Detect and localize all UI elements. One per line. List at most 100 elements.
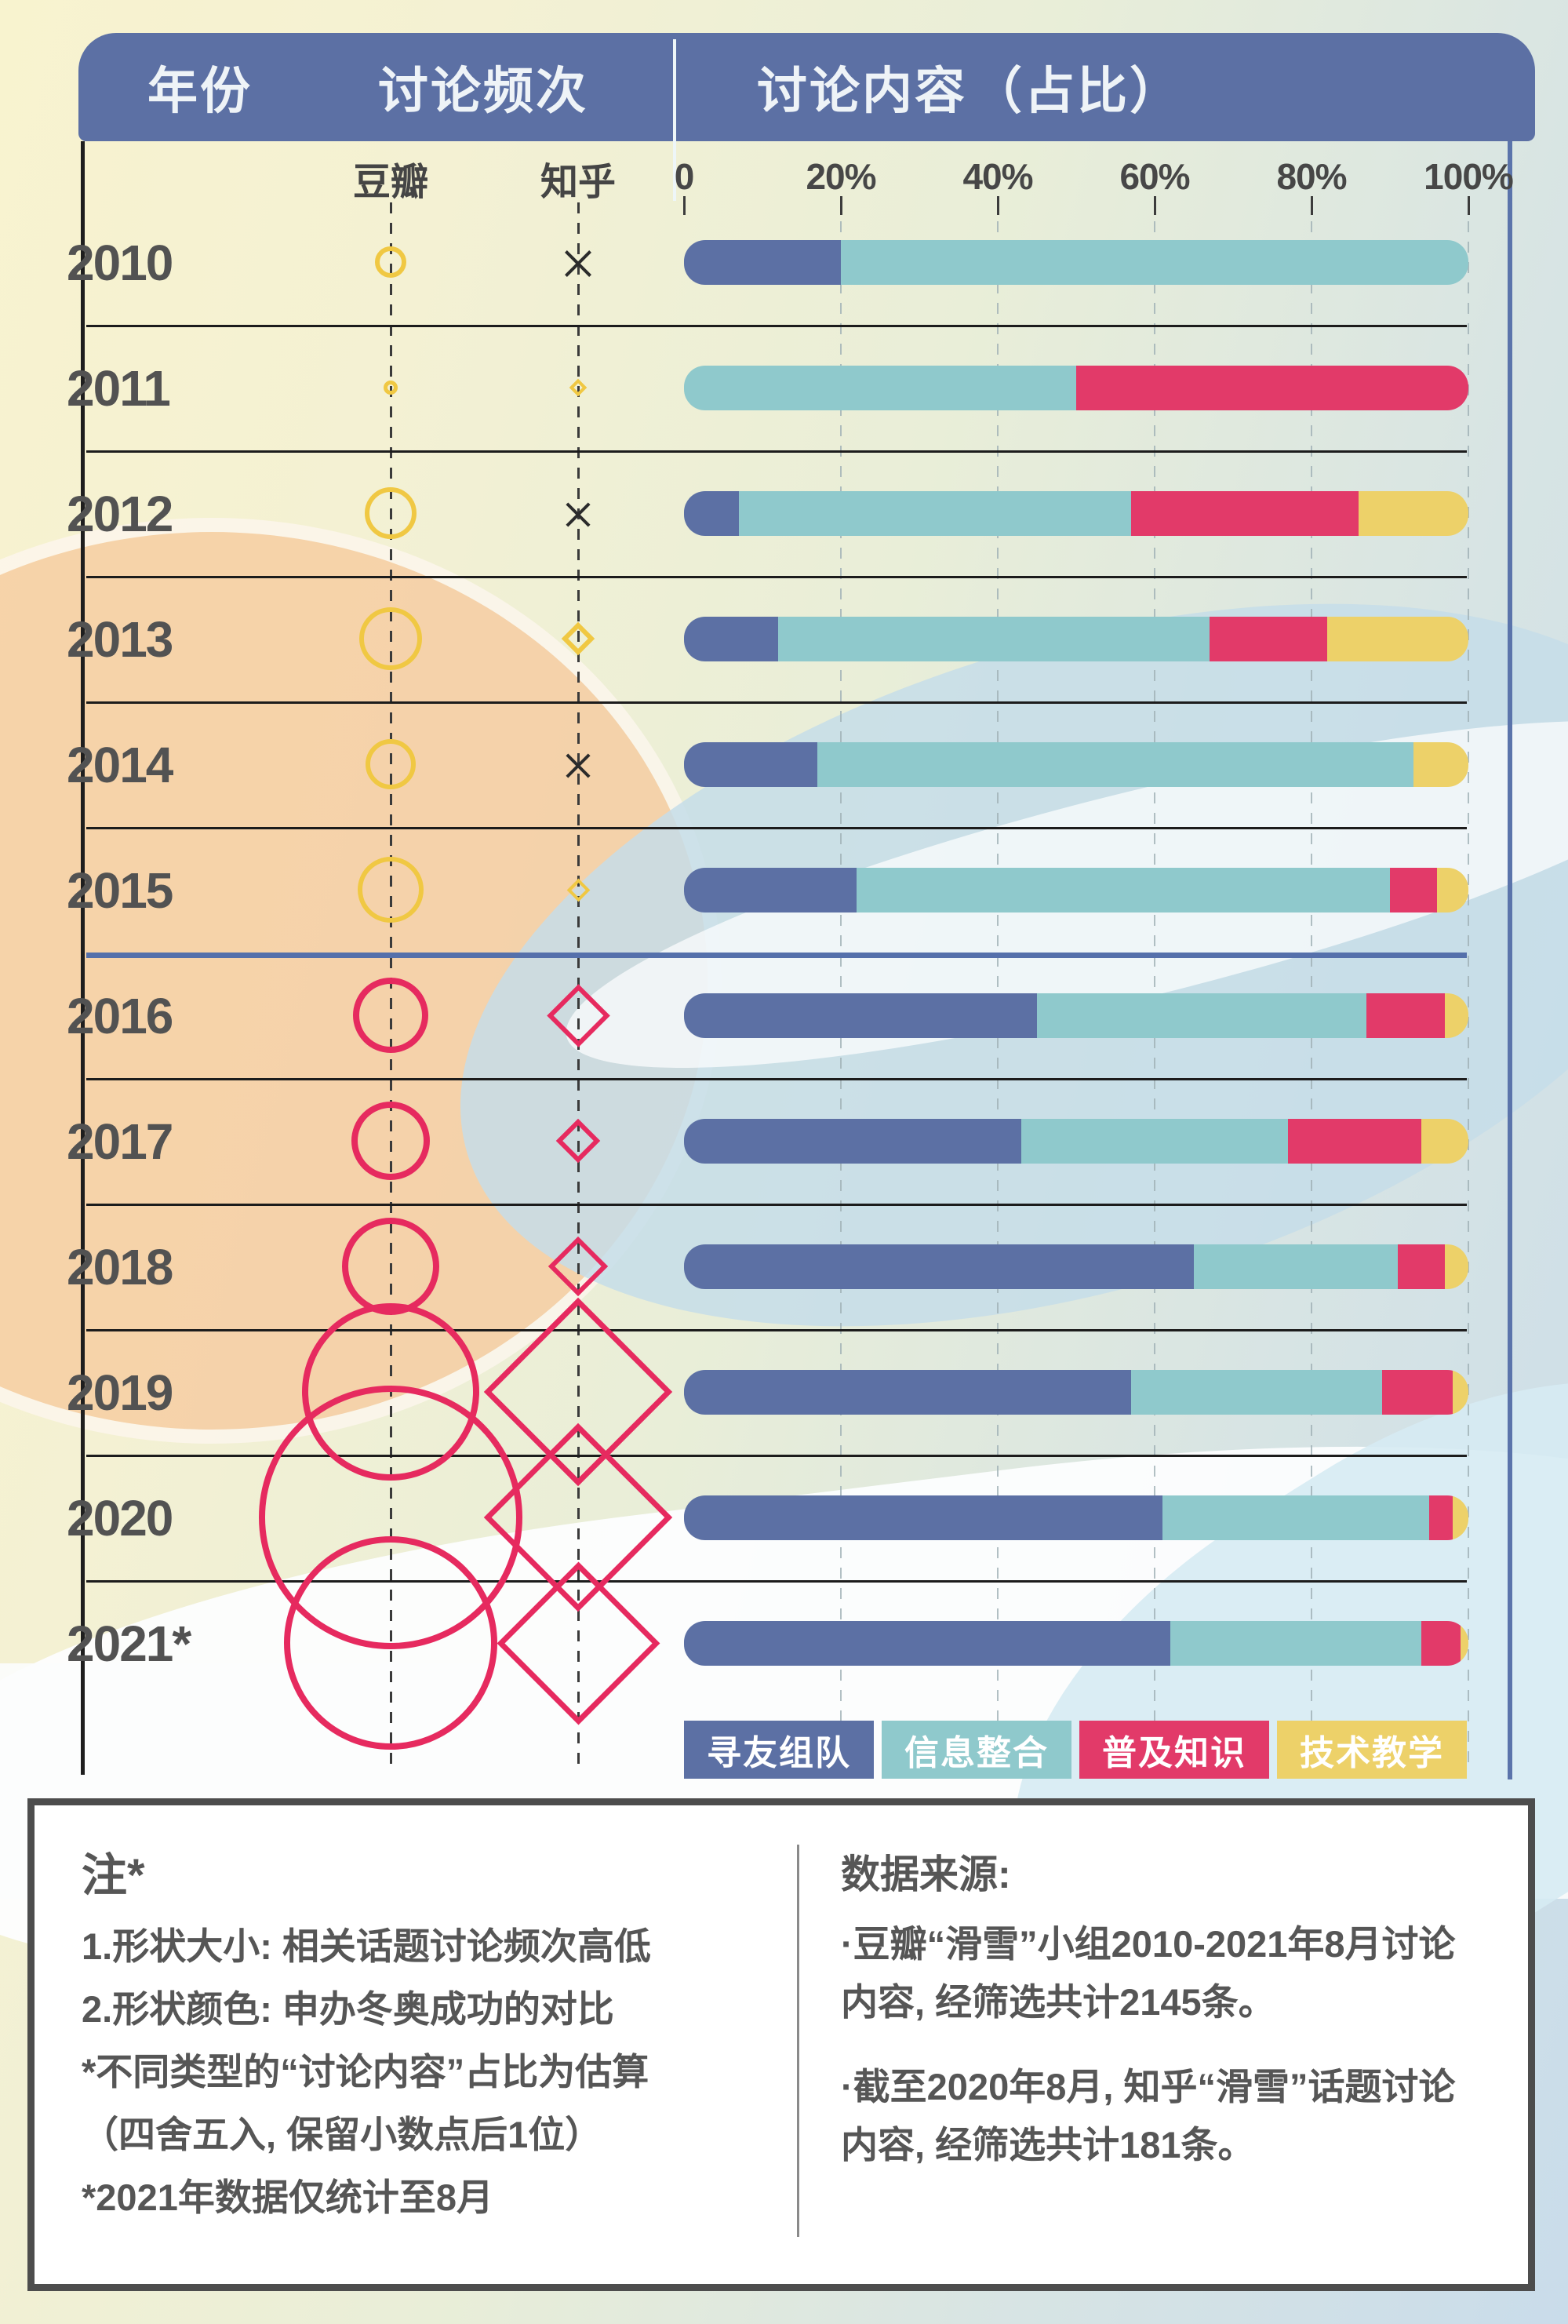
bar-segment-寻友组队 (684, 868, 857, 912)
legend-item-4: 技术教学 (1277, 1721, 1467, 1779)
row-separator (86, 827, 1467, 829)
source-items: ·豆瓣“滑雪”小组2010-2021年8月讨论内容, 经筛选共计2145条。 ·截… (841, 1915, 1492, 2201)
column-label-zhihu: 知乎 (540, 162, 616, 203)
bar-segment-普及知识 (1210, 617, 1327, 661)
column-label-douban: 豆瓣 (352, 162, 428, 203)
stacked-bar-row (684, 366, 1468, 410)
bar-segment-寻友组队 (684, 1119, 1021, 1164)
olympic-bid-separator (86, 953, 1467, 958)
douban-frequency-circle (375, 246, 406, 278)
note-title: 注* (82, 1850, 145, 1901)
bar-segment-寻友组队 (684, 1495, 1162, 1540)
year-label: 2021* (67, 1616, 191, 1672)
footnote-panel: 注* 1.形状大小: 相关话题讨论频次高低 2.形状颜色: 申办冬奥成功的对比 *不… (27, 1798, 1535, 2291)
year-label: 2018 (67, 1239, 173, 1295)
axis-tick-mark (1468, 196, 1470, 215)
bar-segment-技术教学 (1327, 617, 1468, 661)
header-divider (673, 39, 676, 201)
year-label: 2011 (67, 360, 171, 417)
year-label: 2010 (67, 235, 173, 291)
zhihu-x-mark (562, 749, 594, 780)
row-separator (86, 1455, 1467, 1457)
axis-tick-label: 100% (1424, 156, 1514, 197)
year-label: 2016 (67, 988, 173, 1044)
year-label: 2020 (67, 1490, 173, 1546)
bar-segment-寻友组队 (684, 617, 778, 661)
year-label: 2012 (67, 486, 173, 542)
note-line: 1.形状大小: 相关话题讨论频次高低 (82, 1925, 651, 1967)
zhihu-frequency-diamond (569, 378, 588, 397)
axis-tick-label: 0 (674, 156, 695, 197)
stacked-bar-row (684, 1495, 1468, 1540)
bar-segment-普及知识 (1429, 1495, 1453, 1540)
stacked-bar-row (684, 617, 1468, 661)
bar-segment-信息整合 (739, 491, 1131, 536)
bar-segment-技术教学 (1413, 742, 1468, 787)
axis-tick-mark (1311, 196, 1313, 215)
bar-segment-信息整合 (1131, 1370, 1382, 1415)
row-separator (86, 450, 1467, 453)
axis-tick-mark (997, 196, 999, 215)
bar-segment-寻友组队 (684, 1621, 1170, 1666)
zhihu-x-mark (562, 497, 594, 529)
bar-segment-技术教学 (1359, 491, 1468, 536)
row-separator (86, 576, 1467, 578)
note-line: 2.形状颜色: 申办冬奥成功的对比 (82, 1988, 614, 2030)
bar-segment-普及知识 (1390, 868, 1437, 912)
axis-tick-label: 40% (962, 156, 1033, 197)
header-content-suffix: （占比） (972, 63, 1182, 119)
bar-segment-技术教学 (1437, 868, 1468, 912)
row-separator (86, 1329, 1467, 1331)
axis-tick-mark (683, 196, 686, 215)
stacked-bar-row (684, 993, 1468, 1038)
bar-segment-寻友组队 (684, 491, 739, 536)
axis-tick-mark (840, 196, 842, 215)
douban-frequency-circle (365, 487, 417, 539)
bar-segment-寻友组队 (684, 993, 1037, 1038)
bar-segment-普及知识 (1288, 1119, 1421, 1164)
bar-segment-普及知识 (1382, 1370, 1453, 1415)
row-separator (86, 701, 1467, 704)
note-line: *不同类型的“讨论内容”占比为估算 (82, 2051, 649, 2093)
year-label: 2019 (67, 1364, 173, 1421)
douban-frequency-circle (353, 978, 428, 1053)
axis-tick-mark (1154, 196, 1156, 215)
bar-segment-普及知识 (1366, 993, 1445, 1038)
note-line: *2021年数据仅统计至8月 (82, 2176, 493, 2218)
douban-frequency-circle (359, 607, 422, 670)
year-label: 2015 (67, 862, 173, 919)
bar-segment-寻友组队 (684, 1244, 1194, 1289)
row-separator (86, 325, 1467, 327)
bar-segment-技术教学 (1453, 1495, 1468, 1540)
bar-segment-普及知识 (1131, 491, 1359, 536)
douban-frequency-circle (351, 1102, 430, 1180)
bar-segment-普及知识 (1398, 1244, 1445, 1289)
bar-segment-信息整合 (684, 366, 1076, 410)
percent-gridline (1468, 221, 1469, 1772)
source-title: 数据来源: (841, 1852, 1011, 1896)
douban-frequency-circle (384, 381, 398, 395)
table-header: 年份 讨论频次 讨论内容 （占比） (78, 33, 1535, 201)
header-content-label: 讨论内容 (757, 63, 967, 119)
note-line: （四舍五入, 保留小数点后1位） (82, 2114, 602, 2155)
stacked-bar-row (684, 742, 1468, 787)
stacked-bar-row (684, 1119, 1468, 1164)
axis-tick-label: 60% (1119, 156, 1190, 197)
legend-item-1: 寻友组队 (684, 1721, 874, 1779)
douban-frequency-circle (358, 857, 424, 923)
stacked-bar-row (684, 491, 1468, 536)
chart-left-border (81, 141, 85, 1775)
year-label: 2013 (67, 611, 173, 668)
bar-segment-技术教学 (1461, 1621, 1468, 1666)
footer-divider (797, 1845, 799, 2237)
bar-segment-技术教学 (1421, 1119, 1468, 1164)
stacked-bar-row (684, 240, 1468, 285)
year-label: 2017 (67, 1113, 173, 1170)
bar-segment-信息整合 (1037, 993, 1366, 1038)
legend-item-2: 信息整合 (882, 1721, 1071, 1779)
source-item: ·豆瓣“滑雪”小组2010-2021年8月讨论内容, 经筛选共计2145条。 (841, 1923, 1456, 2023)
bar-segment-普及知识 (1421, 1621, 1461, 1666)
bar-segment-普及知识 (1076, 366, 1468, 410)
bar-segment-寻友组队 (684, 742, 817, 787)
